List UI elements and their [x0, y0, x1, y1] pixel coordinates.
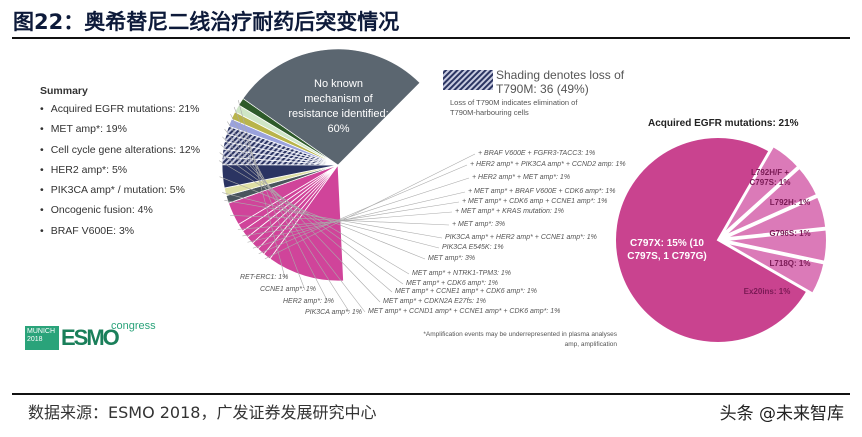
- leader-line: [220, 144, 393, 293]
- slice-label: MET amp* + CDKN2A E27fs: 1%: [383, 298, 487, 305]
- egfr-slice: [614, 136, 809, 344]
- slice-label: + MET amp* + KRAS mutation: 1%: [455, 208, 564, 215]
- summary-item: MET amp*: 19%: [40, 123, 200, 143]
- egfr-only-label: EGFR mutations only: 10%: [381, 119, 441, 139]
- bottom-divider: [12, 393, 850, 395]
- leader-line: [252, 177, 470, 249]
- leader-line: [258, 164, 468, 255]
- slice-label: MET amp* + NTRK1-TPM3: 1%: [412, 270, 511, 277]
- source-text: 数据来源：ESMO 2018，广发证券发展研究中心: [28, 403, 377, 422]
- legend-line: T790M: 36 (49%): [496, 82, 589, 96]
- legend-note: Loss of T790M indicates elimination of T…: [450, 98, 577, 118]
- egfr-slice-label: G796S: 1%: [769, 229, 811, 238]
- leader-line: [242, 201, 460, 237]
- top-divider: [12, 37, 850, 39]
- egfr-slice: [722, 166, 819, 238]
- summary-item: Oncogenic fusion: 4%: [40, 204, 200, 224]
- egfr-slice-label: C797X: 15% (10 C797S, 1 C797G): [627, 238, 707, 262]
- leader-line: [222, 192, 440, 249]
- footnote-line: *Amplification events may be underrepres…: [423, 331, 617, 338]
- summary-item: HER2 amp*: 5%: [40, 164, 200, 184]
- leader-line: [247, 191, 466, 243]
- slice-label: PIK3CA amp* + HER2 amp* + CCNE1 amp*: 1%: [445, 234, 597, 241]
- slice-label: PIK3CA E545K: 1%: [442, 244, 504, 251]
- legend-line: Shading denotes loss of: [496, 68, 625, 82]
- figure-title: 图22：奥希替尼二线治疗耐药后突变情况: [13, 10, 400, 34]
- summary-item: PIK3CA amp* / mutation: 5%: [40, 184, 200, 204]
- slice-label: + MET amp* + CDK6 amp + CCNE1 amp*: 1%: [462, 198, 608, 205]
- footnote: *Amplification events may be underrepres…: [423, 330, 617, 350]
- leader-line: [218, 160, 410, 275]
- leader-line: [233, 106, 306, 291]
- leader-line: [224, 128, 366, 313]
- summary-heading: Summary: [40, 85, 88, 97]
- egfr-slice-label: L792H/F + C797S: 1%: [749, 168, 791, 187]
- footnote-line: amp, amplification: [564, 341, 617, 348]
- egfr-slice-label: Ex20ins: 1%: [743, 287, 791, 296]
- egfr-slice: [720, 144, 800, 237]
- legend-note-line: T790M-harbouring cells: [450, 108, 529, 117]
- slice-label: + MET amp*: 3%: [452, 221, 506, 228]
- slice-label: + BRAF V600E + FGFR3-TACC3: 1%: [478, 150, 596, 157]
- egfr-slice: [723, 228, 828, 263]
- egfr-slice-label: L792H: 1%: [769, 198, 811, 207]
- slice-no-known-solid: [242, 48, 421, 166]
- egfr-slice-label: L718Q: 1%: [769, 259, 811, 268]
- pie-slice: [269, 163, 344, 282]
- slice-label: + HER2 amp* + MET amp*: 1%: [472, 174, 571, 181]
- leader-line: [219, 152, 404, 285]
- slice-label: RET-ERC1: 1%: [240, 274, 289, 281]
- slice-label: + HER2 amp* + PIK3CA amp* + CCND2 amp: 1…: [470, 161, 626, 168]
- leader-line: [226, 121, 351, 314]
- slice-label: MET amp*: 3%: [428, 255, 476, 262]
- slice-label: CCNE1 amp*: 1%: [260, 286, 317, 293]
- leader-line: [219, 176, 426, 260]
- leader-line: [230, 113, 329, 303]
- slice-label: + MET amp* + BRAF V600E + CDK6 amp*: 1%: [468, 188, 616, 195]
- leader-line: [224, 200, 443, 239]
- slice-label: MET amp* + CCNE1 amp* + CDK6 amp*: 1%: [395, 288, 537, 295]
- leader-line: [237, 99, 286, 279]
- summary-item: Cell cycle gene alterations: 12%: [40, 144, 200, 164]
- legend-hatch-swatch: [443, 70, 493, 90]
- leader-line: [222, 136, 381, 303]
- egfr-slice: [723, 241, 826, 296]
- egfr-slice: [723, 195, 828, 240]
- legend-text: Shading denotes loss of T790M: 36 (49%): [496, 68, 624, 96]
- watermark: 头条 @未来智库: [719, 404, 844, 424]
- no-known-label: No known mechanism of resistance identif…: [288, 78, 389, 135]
- slice-label: PIK3CA amp*: 1%: [305, 309, 362, 316]
- slice-label: HER2 amp*: 1%: [283, 298, 334, 305]
- summary-item: Acquired EGFR mutations: 21%: [40, 103, 200, 123]
- summary-list: Summary Acquired EGFR mutations: 21% MET…: [40, 85, 200, 245]
- slice-label: MET amp* + CCND1 amp* + CCNE1 amp* + CDK…: [368, 308, 561, 315]
- summary-item: BRAF V600E: 3%: [40, 225, 200, 245]
- slice-label: MET amp* + CDK6 amp*: 1%: [406, 280, 499, 287]
- legend-note-line: Loss of T790M indicates elimination of: [450, 98, 578, 107]
- right-pie-title: Acquired EGFR mutations: 21%: [648, 118, 799, 129]
